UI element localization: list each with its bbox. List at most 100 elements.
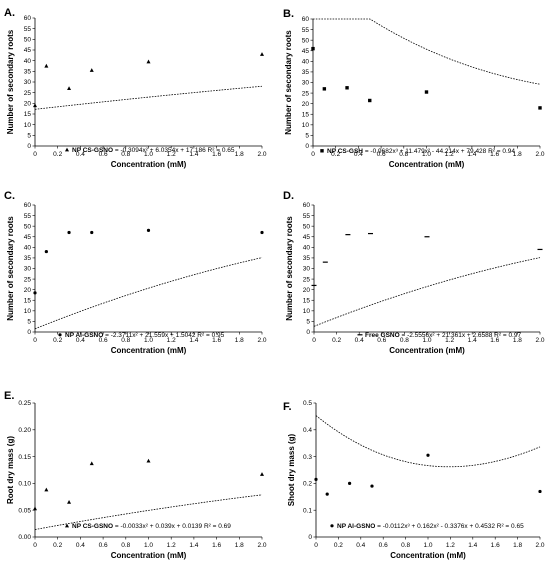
x-tick-label: 0.4 <box>356 542 365 549</box>
legend-equation-text: = -0.0033x² + 0.039x + 0.0139 R² = 0.69 <box>115 523 231 530</box>
y-tick-label: 35 <box>24 69 32 76</box>
data-point <box>33 291 37 295</box>
y-tick-label: 35 <box>303 255 311 262</box>
legend-marker <box>58 333 62 337</box>
y-tick-label: 0.15 <box>18 454 31 461</box>
y-tick-label: 40 <box>24 58 32 65</box>
x-tick-label: 0.2 <box>334 542 343 549</box>
x-tick-label: 1.0 <box>144 337 153 344</box>
data-point <box>146 458 151 463</box>
x-tick-label: 0.8 <box>121 151 130 158</box>
y-tick-label: 5 <box>27 133 31 140</box>
y-tick-label: 0.5 <box>303 400 312 407</box>
legend-equation: NP CS-GSNO = -0.0033x² + 0.039x + 0.0139… <box>72 523 231 530</box>
x-tick-label: 0.6 <box>99 151 108 158</box>
y-tick-label: 55 <box>302 27 310 34</box>
legend-equation: Free GSNO = -2.5556x² + 21.361x + 2.6588… <box>365 332 521 339</box>
y-tick-label: 0.2 <box>303 481 312 488</box>
trendline <box>313 18 541 85</box>
y-axis-title: Number of secondary roots <box>285 216 294 321</box>
data-point <box>67 499 72 504</box>
legend-equation-text: = -0.0112x³ + 0.162x² - 0.3376x + 0.4532… <box>377 523 524 530</box>
x-tick-label: 1.2 <box>445 337 454 344</box>
data-point <box>33 103 37 108</box>
legend-series-name: NP Al-GSNO <box>65 332 105 339</box>
y-tick-label: 0.20 <box>18 427 31 434</box>
data-point <box>322 87 327 91</box>
data-point <box>67 86 72 90</box>
y-tick-label: 0.3 <box>303 454 312 461</box>
panel-label: E. <box>4 390 14 402</box>
y-tick-label: 25 <box>24 90 32 97</box>
x-tick-label: 0.2 <box>53 337 62 344</box>
x-tick-label: 0 <box>33 151 37 158</box>
y-tick-label: 50 <box>303 223 311 230</box>
x-tick-label: 0.2 <box>53 542 62 549</box>
x-tick-label: 2.0 <box>535 151 544 158</box>
data-point <box>146 228 151 232</box>
y-axis-title: Number of secondary roots <box>284 30 293 135</box>
y-axis-title: Shoot dry mass (g) <box>287 433 296 506</box>
x-tick-label: 0.4 <box>76 542 85 549</box>
x-tick-label: 1.4 <box>189 542 198 549</box>
y-axis-title: Number of secondary roots <box>6 216 15 321</box>
data-point <box>424 90 429 94</box>
panel-label: A. <box>4 7 15 19</box>
x-tick-label: 1.2 <box>445 151 454 158</box>
legend-equation-text: = -2.3711x² + 21.559x + 1.5042 R² = 0.95 <box>105 332 225 339</box>
x-tick-label: 0 <box>314 542 318 549</box>
x-tick-label: 1.0 <box>423 542 432 549</box>
x-tick-label: 1.0 <box>144 151 153 158</box>
x-tick-label: 1.6 <box>212 151 221 158</box>
y-tick-label: 10 <box>24 308 32 315</box>
x-tick-label: 1.8 <box>235 542 244 549</box>
x-tick-label: 0.6 <box>377 151 386 158</box>
legend-series-name: NP CS-GSH <box>327 148 365 155</box>
y-tick-label: 45 <box>24 234 32 241</box>
x-tick-label: 0.6 <box>379 542 388 549</box>
legend-series-name: Free GSNO <box>365 332 401 339</box>
y-tick-label: 15 <box>24 297 32 304</box>
x-tick-label: 1.6 <box>491 542 500 549</box>
y-tick-label: 0 <box>306 329 310 336</box>
data-point <box>311 46 315 51</box>
x-tick-label: 1.8 <box>513 542 522 549</box>
y-tick-label: 45 <box>24 47 32 54</box>
chart-panel-6: F. 0 0.1 0.2 0.3 0.4 0.5 0 0.2 0.4 0.6 0.8 1.0 1.2 1.4… <box>283 400 545 560</box>
x-tick-label: 1.4 <box>468 542 477 549</box>
x-tick-label: 1.6 <box>490 151 499 158</box>
x-tick-label: 0 <box>311 151 315 158</box>
x-tick-label: 2.0 <box>257 151 266 158</box>
panel-label: D. <box>283 190 294 202</box>
x-axis-title: Concentration (mM) <box>389 160 465 169</box>
data-point <box>370 484 374 488</box>
legend-equation-text: = -2.5556x² + 21.361x + 2.6588 R² = 0.97 <box>401 332 521 339</box>
legend-marker <box>65 147 69 152</box>
y-tick-label: 50 <box>24 37 32 44</box>
x-tick-label: 0.4 <box>355 337 364 344</box>
data-point <box>44 249 48 254</box>
y-tick-label: 20 <box>302 101 310 108</box>
data-point <box>538 489 542 494</box>
y-tick-label: 30 <box>302 80 310 87</box>
y-tick-label: 0.4 <box>303 427 312 434</box>
y-tick-label: 15 <box>302 111 310 118</box>
x-tick-label: 0.6 <box>377 337 386 344</box>
y-tick-label: 50 <box>302 37 310 44</box>
x-tick-label: 0.6 <box>99 337 108 344</box>
x-tick-label: 0.8 <box>121 542 130 549</box>
data-point <box>67 230 71 235</box>
y-tick-label: 0.25 <box>18 400 31 407</box>
x-tick-label: 2.0 <box>535 337 544 344</box>
x-tick-label: 1.8 <box>513 337 522 344</box>
x-tick-label: 0 <box>33 337 37 344</box>
legend-marker <box>357 334 363 336</box>
data-point <box>90 230 94 235</box>
x-tick-label: 1.8 <box>235 337 244 344</box>
x-tick-label: 0.8 <box>399 151 408 158</box>
chart-panel-3: C. 0 5 10 15 20 25 30 35 40 45 50 55 60 0 0.2 0.4 0.6 0.8 1… <box>4 190 267 355</box>
x-tick-label: 1.0 <box>422 337 431 344</box>
x-axis-title: Concentration (mM) <box>111 346 187 355</box>
legend-marker <box>65 523 69 528</box>
